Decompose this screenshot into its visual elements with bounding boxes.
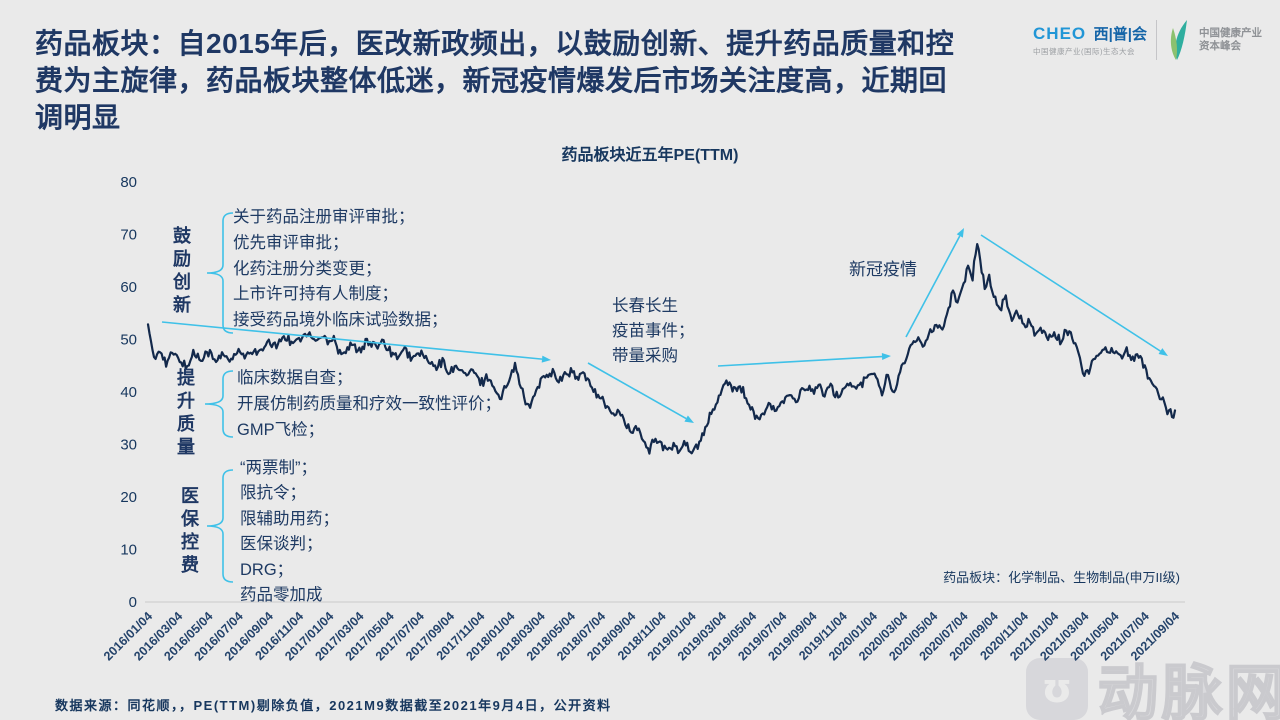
policy-item: 药品零加成 [240, 586, 323, 605]
watermark-text: 动脉网 [1097, 659, 1280, 720]
policy-group-brace [206, 212, 234, 334]
annotation-arrowhead [1158, 348, 1168, 356]
page-title-line2: 费为主旋律，药品板块整体低迷，新冠疫情爆发后市场关注度高，近期回 [35, 65, 948, 96]
policy-list-innovation: 关于药品注册审评审批； 优先审评审批； 化药注册分类变更； 上市许可持有人制度；… [233, 205, 448, 334]
policy-item: 医保谈判； [240, 535, 323, 554]
y-tick-label: 10 [120, 542, 137, 559]
y-tick-label: 80 [120, 174, 137, 191]
policy-group-brace [204, 370, 234, 438]
x-tick-label: 2018/11/04 [615, 609, 669, 663]
summit-line2: 资本峰会 [1199, 40, 1241, 52]
x-tick-label: 2016/07/04 [192, 609, 246, 663]
x-tick-label: 2017/03/04 [312, 609, 366, 663]
annotation-arrow [905, 235, 961, 338]
x-tick-label: 2018/09/04 [584, 609, 638, 663]
annotation-arrow [717, 355, 883, 367]
policy-item: DRG； [240, 560, 294, 579]
policy-item: 临床数据自查； [237, 369, 353, 387]
x-tick-label: 2016/11/04 [252, 609, 306, 663]
policy-item: 限辅助用药； [240, 509, 339, 528]
y-tick-label: 50 [120, 332, 137, 349]
x-tick-label: 2017/05/04 [343, 609, 397, 663]
group-label-insurance-cost-control: 医保控费 [179, 486, 199, 578]
cheo-logo-text: CHEO [1033, 24, 1087, 43]
x-tick-label: 2017/11/04 [434, 609, 488, 663]
policy-item: 开展仿制药质量和疗效一致性评价； [237, 394, 501, 413]
annotation-arrowhead [956, 228, 964, 238]
annotation-arrow [587, 362, 687, 420]
page-title-line1: 药品板块：自2015年后，医改新政频出，以鼓励创新、提升药品质量和控 [35, 28, 955, 59]
cheo-logo-cn: 西|普|会 [1093, 26, 1147, 43]
policy-item: 接受药品境外临床试验数据； [233, 311, 448, 330]
annotation-line: 带量采购 [612, 347, 678, 365]
x-tick-label: 2018/07/04 [554, 609, 608, 663]
x-tick-label: 2016/05/04 [161, 609, 215, 663]
x-tick-label: 2019/09/04 [766, 609, 820, 663]
annotation-arrowhead [684, 415, 694, 423]
annotation-arrowhead [881, 353, 891, 361]
y-tick-label: 40 [120, 384, 137, 401]
y-tick-label: 30 [120, 437, 137, 454]
page-title: 药品板块：自2015年后，医改新政频出，以鼓励创新、提升药品质量和控 费为主旋律… [35, 25, 1095, 136]
policy-item: 关于药品注册审评审批； [233, 208, 415, 226]
x-tick-label: 2019/05/04 [705, 609, 759, 663]
chart-title: 药品板块近五年PE(TTM) [561, 147, 739, 164]
annotation-line: 长春长生 [612, 297, 678, 315]
y-tick-label: 20 [120, 489, 137, 506]
y-tick-label: 60 [120, 279, 137, 296]
x-tick-label: 2020/11/04 [977, 609, 1031, 663]
policy-item: 优先审评审批； [233, 233, 349, 252]
leaf-icon [1170, 20, 1187, 60]
watermark: ʊ 动脉网 [1026, 645, 1280, 720]
policy-item: 限抗令； [240, 484, 306, 503]
x-tick-label: 2020/03/04 [856, 609, 910, 663]
x-tick-label: 2018/05/04 [524, 609, 578, 663]
cheo-logo-subtitle: 中国健康产业(国际)生态大会 [1033, 47, 1136, 56]
group-label-improve-quality: 提升质量 [175, 368, 195, 460]
policy-list-quality: 临床数据自查； 开展仿制药质量和疗效一致性评价； GMP飞检； [237, 366, 501, 443]
watermark-logo-icon: ʊ [1026, 657, 1088, 720]
policy-item: 化药注册分类变更； [233, 259, 382, 278]
policy-item: GMP飞检； [237, 420, 325, 439]
x-tick-label: 2020/05/04 [886, 609, 940, 663]
x-tick-label: 2017/01/04 [282, 609, 336, 663]
cheo-logo: CHEO 西|普|会 中国健康产业(国际)生态大会 [1033, 23, 1147, 57]
x-tick-label: 2020/09/04 [947, 609, 1001, 663]
x-tick-label: 2018/03/04 [494, 609, 548, 663]
x-tick-label: 2017/09/04 [403, 609, 457, 663]
summit-line1: 中国健康产业 [1199, 27, 1262, 39]
event-logos: CHEO 西|普|会 中国健康产业(国际)生态大会 中国健康产业 资本峰会 [1033, 18, 1262, 62]
annotation-covid: 新冠疫情 [849, 260, 917, 279]
group-label-encourage-innovation: 鼓励创新 [171, 226, 191, 318]
annotation-arrowhead [541, 355, 551, 363]
policy-group-brace [206, 469, 234, 583]
x-tick-label: 2019/11/04 [796, 609, 850, 663]
policy-list-cost-control: “两票制”； 限抗令； 限辅助用药； 医保谈判； DRG； 药品零加成 [240, 456, 339, 608]
x-tick-label: 2018/01/04 [463, 609, 517, 663]
x-tick-label: 2019/07/04 [735, 609, 789, 663]
annotation-changsheng-vbp: 长春长生 疫苗事件； 带量采购 [612, 294, 695, 369]
summit-logo-text: 中国健康产业 资本峰会 [1199, 27, 1262, 53]
policy-item: “两票制”； [240, 459, 317, 477]
x-tick-label: 2020/01/04 [826, 609, 880, 663]
y-tick-label: 0 [129, 594, 137, 611]
x-tick-label: 2019/01/04 [645, 609, 699, 663]
x-tick-label: 2019/03/04 [675, 609, 729, 663]
series-note: 药品板块：化学制品、生物制品(申万II级) [943, 570, 1180, 585]
data-source-footnote: 数据来源：同花顺，，PE(TTM)剔除负值，2021M9数据截至2021年9月4… [55, 698, 612, 713]
y-tick-label: 70 [120, 227, 137, 244]
x-tick-label: 2016/03/04 [131, 609, 185, 663]
x-tick-label: 2017/07/04 [373, 609, 427, 663]
annotation-arrow [980, 234, 1161, 352]
logo-divider [1156, 20, 1157, 60]
x-tick-label: 2020/07/04 [917, 609, 971, 663]
page-title-line3: 调明显 [35, 102, 121, 133]
x-tick-label: 2016/09/04 [222, 609, 276, 663]
x-tick-label: 2016/01/04 [101, 609, 155, 663]
watermark-glyph: ʊ [1041, 665, 1073, 712]
policy-item: 上市许可持有人制度； [233, 285, 398, 304]
annotation-line: 疫苗事件； [612, 322, 695, 340]
